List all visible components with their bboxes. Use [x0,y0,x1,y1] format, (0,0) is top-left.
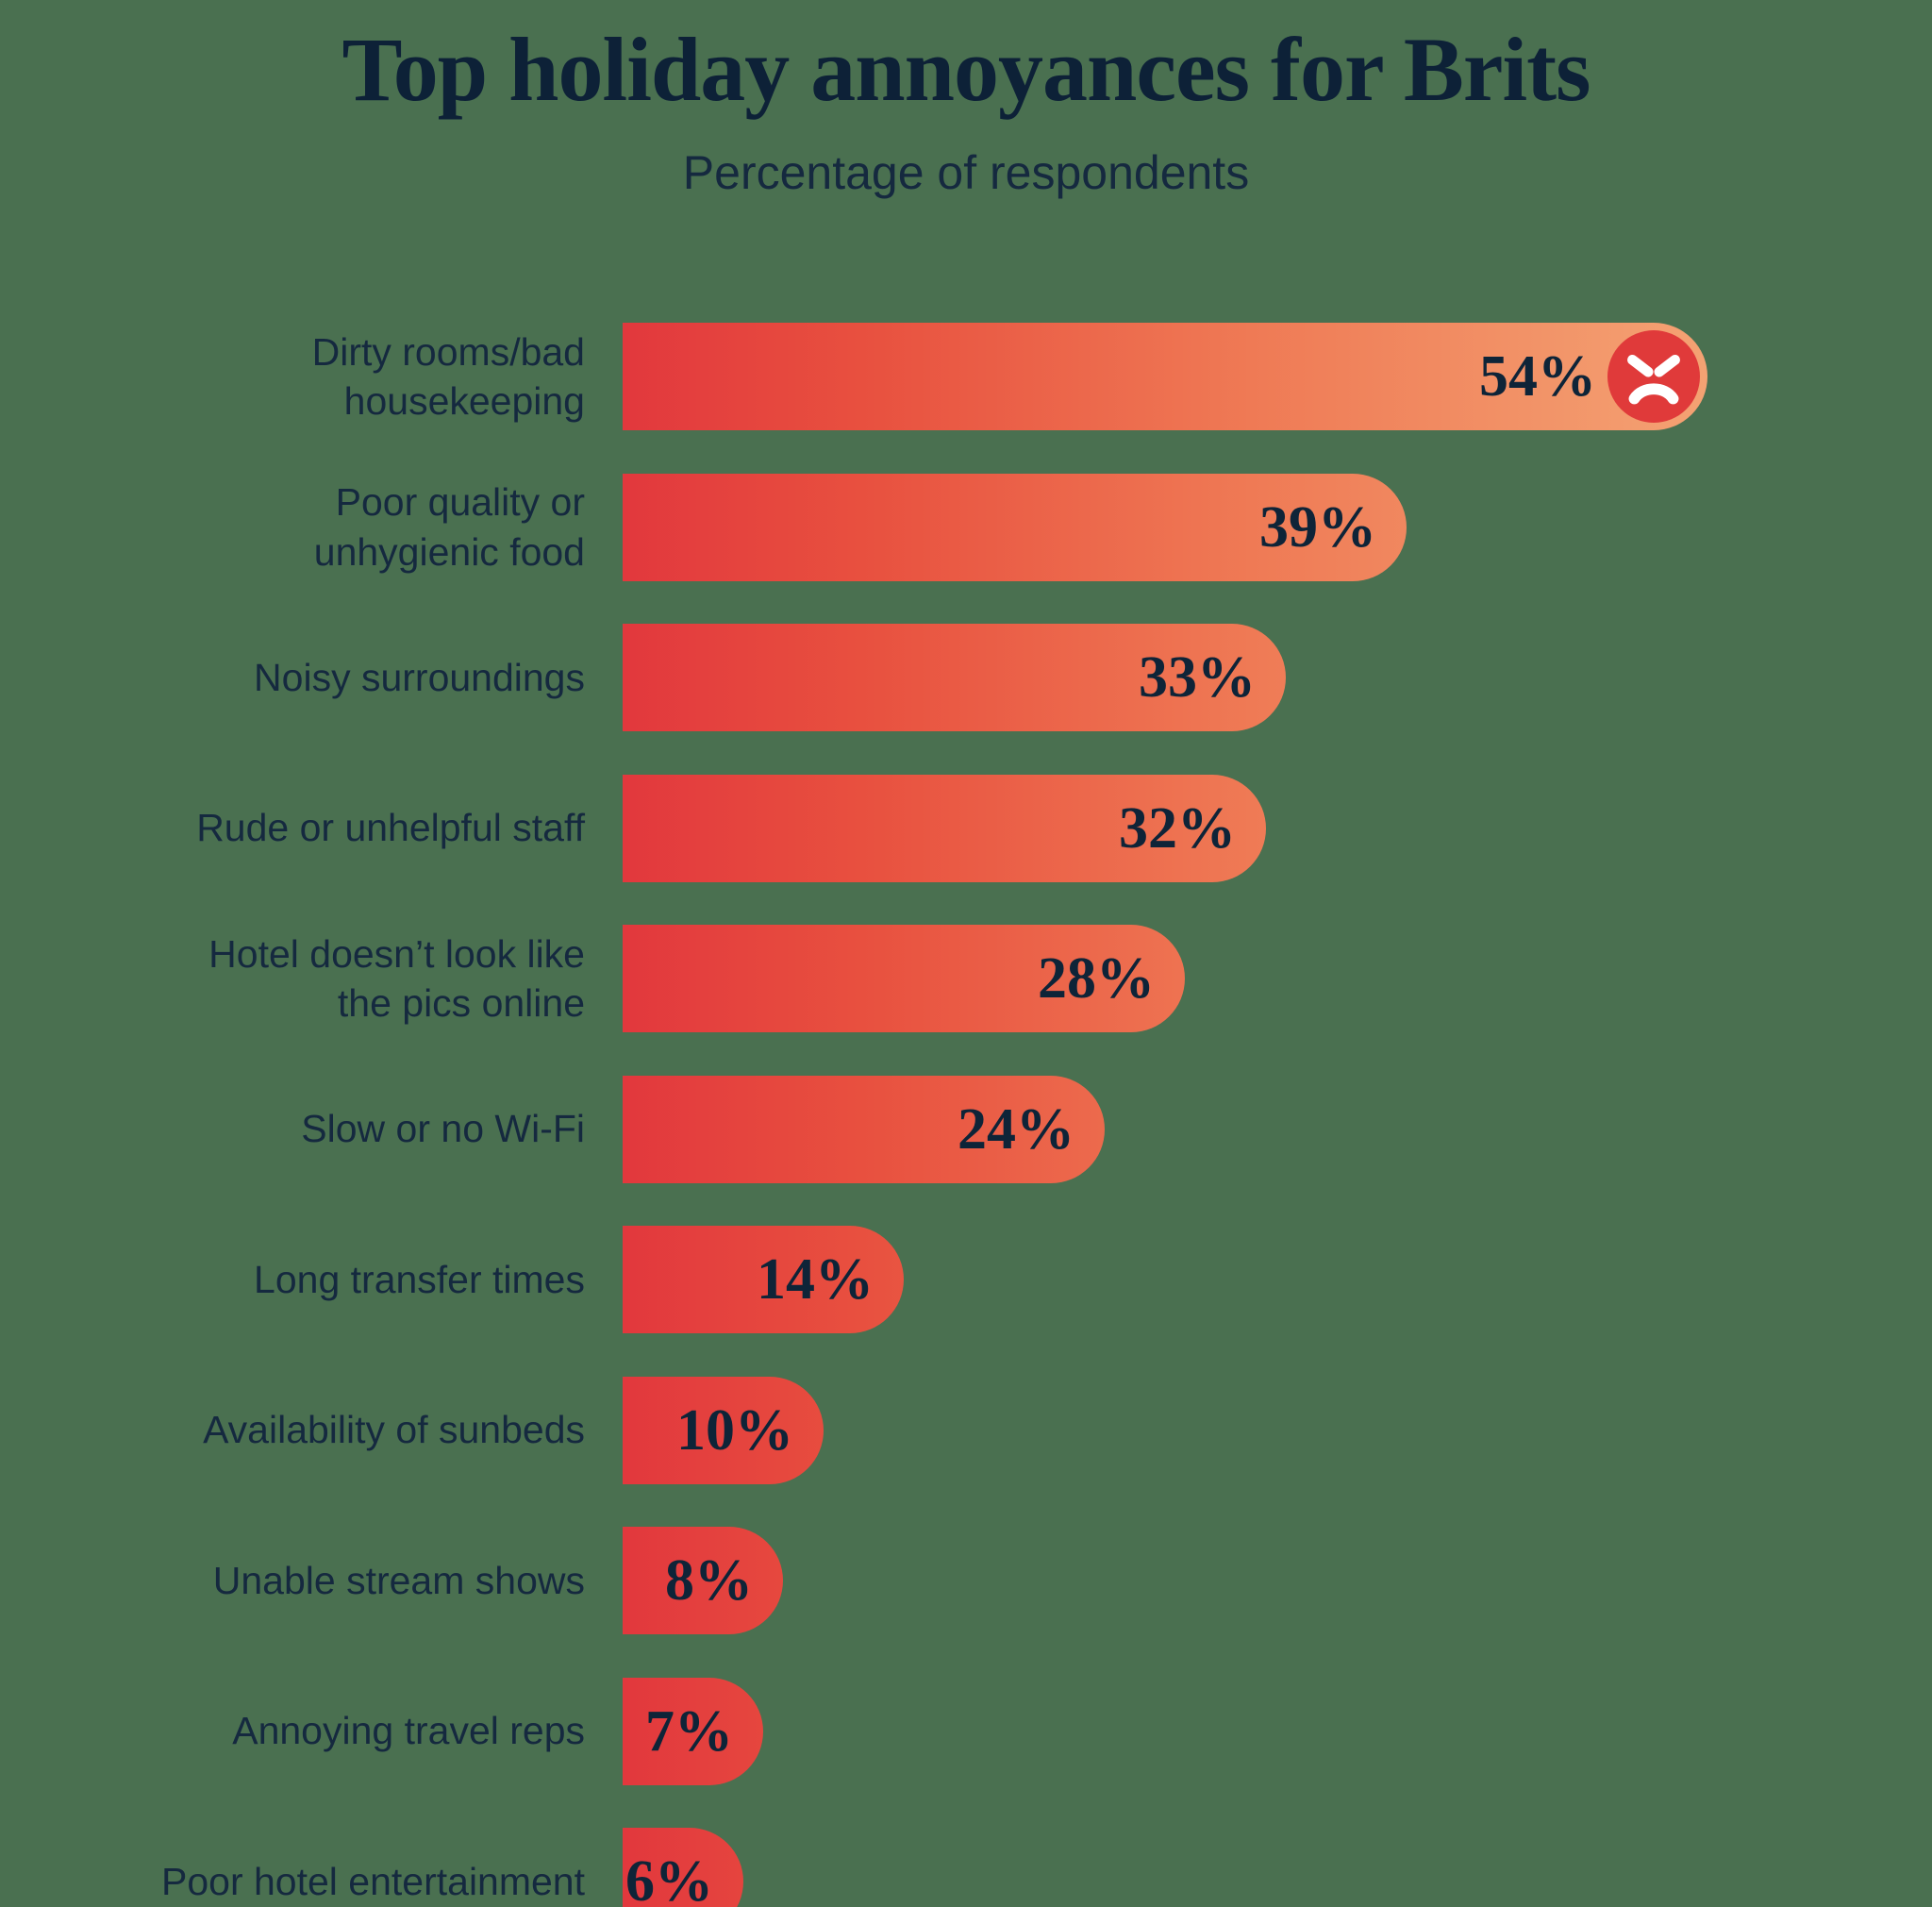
bar-value-label: 24% [958,1096,1074,1162]
bar-category-label: Poor hotel entertainment [161,1859,585,1903]
bar-row: Rude or unhelpful staff 32% [0,774,1932,882]
bar-container: 10% [623,1376,1932,1484]
bar-row: Unable stream shows 8% [0,1527,1932,1634]
bar-value-label: 10% [676,1397,793,1463]
bar-container: 54% [623,323,1932,430]
bar-value-label: 28% [1038,946,1155,1011]
bar-value-label: 32% [1119,795,1236,861]
bar-value-label: 6% [625,1849,713,1907]
bar-row: Hotel doesn’t look like the pics online 2… [0,925,1932,1032]
chart-header: Top holiday annoyances for Brits Percent… [0,0,1932,199]
bar-category-label: Availability of sunbeds [203,1408,585,1452]
bar-container: 6% [623,1828,1932,1907]
bar-row: Slow or no Wi-Fi 24% [0,1075,1932,1183]
bar-value-label: 8% [665,1548,753,1613]
bar: 33% [623,624,1286,731]
bar-category-label: Slow or no Wi-Fi [301,1107,585,1151]
bar-category-label: Unable stream shows [212,1558,585,1602]
bar-row: Noisy surroundings 33% [0,624,1932,731]
bar-value-label: 7% [645,1698,733,1764]
bar-container: 32% [623,774,1932,882]
bar: 8% [623,1527,783,1634]
bar: 28% [623,925,1185,1032]
bar: 54% [623,323,1707,430]
bar-row: Long transfer times 14% [0,1226,1932,1333]
bar-value-label: 39% [1259,494,1376,560]
bar-category-label: Annoying travel reps [232,1709,585,1753]
bar: 24% [623,1075,1105,1183]
bar-row: Poor quality or unhygienic food 39% [0,473,1932,581]
bar-container: 28% [623,925,1932,1032]
bar: 39% [623,473,1407,581]
bar-category-label: Dirty rooms/bad housekeeping [311,329,585,423]
bar-category-label: Poor quality or unhygienic food [313,480,585,574]
bar-container: 39% [623,473,1932,581]
bar-container: 14% [623,1226,1932,1333]
bar-row: Availability of sunbeds 10% [0,1376,1932,1484]
bar-row: Poor hotel entertainment 6% [0,1828,1932,1907]
bar: 32% [623,774,1266,882]
page-title: Top holiday annoyances for Brits [341,19,1591,120]
bar-row: Annoying travel reps 7% [0,1677,1932,1785]
chart-subtitle: Percentage of respondents [682,146,1250,199]
bar: 10% [623,1376,824,1484]
bar-row: Dirty rooms/bad housekeeping 54% [0,323,1932,430]
bar: 6% [623,1828,743,1907]
bar: 7% [623,1677,763,1785]
bar-container: 7% [623,1677,1932,1785]
angry-face-icon [1607,330,1700,423]
bar-container: 24% [623,1075,1932,1183]
bar-value-label: 14% [757,1247,874,1312]
bar-value-label: 33% [1139,645,1256,710]
bar-container: 8% [623,1527,1932,1634]
bar: 14% [623,1226,904,1333]
bar-category-label: Rude or unhelpful staff [196,806,585,850]
bar-category-label: Noisy surroundings [254,655,585,699]
bar-category-label: Long transfer times [254,1257,585,1301]
bar-category-label: Hotel doesn’t look like the pics online [208,931,585,1025]
bar-value-label: 54% [1479,344,1596,409]
bar-container: 33% [623,624,1932,731]
